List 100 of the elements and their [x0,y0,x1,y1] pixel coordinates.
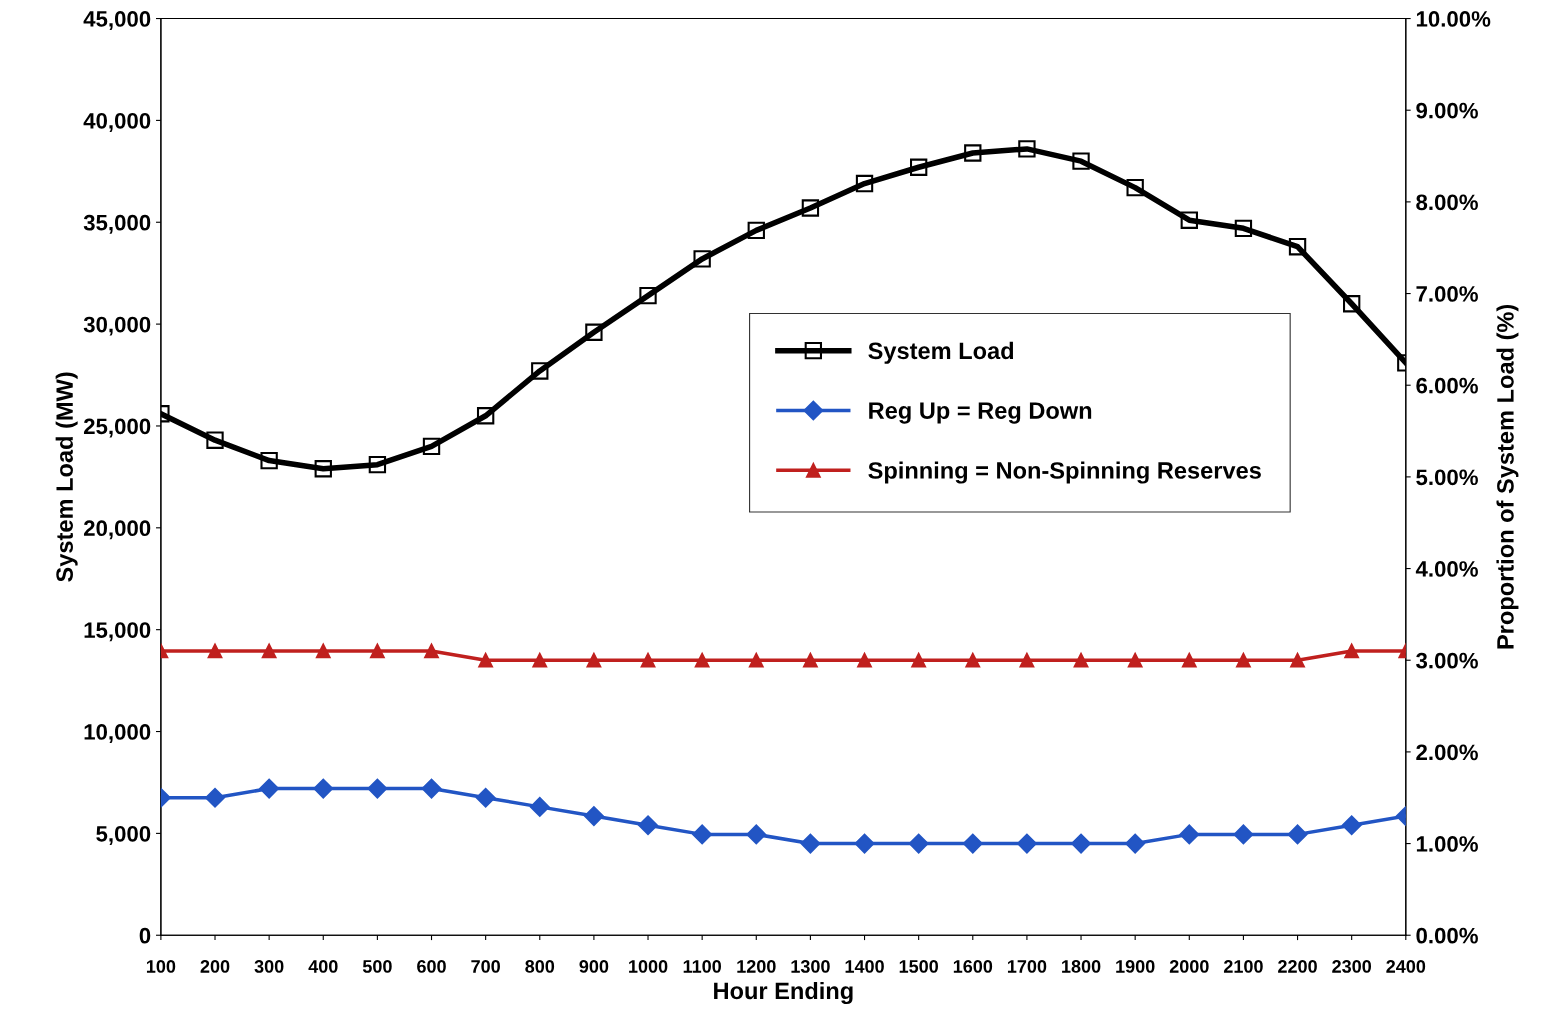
legend-label: Reg Up = Reg Down [869,402,1092,424]
point [693,250,711,268]
point [531,362,549,380]
point [207,643,223,659]
point [586,652,602,668]
point [639,286,657,305]
x-tick-label: 900 [579,960,609,973]
x-axis-title: Hour Ending [714,981,853,1005]
x-tick-label: 1000 [629,960,668,973]
point [1341,815,1362,836]
point [857,652,872,668]
legend-label: Spinning = Non-Spinning Reserves [868,461,1261,484]
x-tick-label: 1100 [683,960,721,973]
legend-label: System Load [868,341,1014,364]
y2-tick-label: 7.00% [1416,286,1478,302]
x-tick-label: 1900 [1116,960,1155,973]
point [747,221,765,240]
point [748,652,764,668]
point [962,833,983,854]
y-tick-label: 20,000 [83,520,151,540]
point [368,455,387,474]
point [640,652,656,668]
point [1017,833,1037,854]
point [1125,833,1146,854]
point [315,643,331,659]
y2-tick-label: 0.00% [1416,927,1478,944]
x-tick-label: 2100 [1223,960,1263,973]
x-tick-label: 1700 [1007,960,1047,973]
point [1072,152,1090,170]
y2-tick-label: 9.00% [1416,102,1478,119]
point [1287,824,1308,845]
point [908,833,929,854]
point [1180,211,1198,229]
point [421,778,442,799]
x-tick-label: 500 [362,960,392,973]
point [259,778,280,799]
point [370,643,385,659]
point [1071,833,1091,854]
point [800,833,821,854]
point [1288,238,1307,256]
y2-tick-label: 4.00% [1415,561,1478,577]
point [261,643,277,659]
point [475,787,496,808]
point [585,323,603,341]
x-tick-label: 1800 [1062,960,1101,973]
x-tick-label: 2400 [1386,960,1426,973]
point [206,431,224,449]
y-tick-label: 40,000 [83,112,151,132]
y2-tick-label: 1.00% [1416,836,1478,852]
point [529,797,550,817]
x-tick-label: 600 [417,960,446,973]
y-tick-label: 15,000 [84,622,151,642]
y2-tick-label: 8.00% [1416,194,1478,211]
point [314,460,332,478]
point [1182,652,1197,668]
x-tick-label: 400 [308,960,338,973]
x-tick-label: 300 [254,960,284,973]
x-tick-label: 1400 [845,960,884,973]
point [476,407,495,425]
point [1126,178,1144,197]
y2-tick-label: 6.00% [1416,377,1478,394]
point [584,806,604,826]
y2-axis-title: Proportion of System Load (%) [1496,304,1519,649]
y-tick-label: 10,000 [84,724,151,744]
point [478,652,493,668]
point [532,652,548,668]
point [424,643,439,659]
point [801,199,820,217]
y-axis-title: System Load (MW) [55,372,78,582]
y2-tick-label: 10.00% [1416,11,1491,27]
point [1073,652,1089,668]
point [313,778,334,799]
point [1233,824,1254,845]
point [1179,824,1200,845]
point [855,174,874,193]
x-tick-label: 1300 [791,960,830,973]
point [1290,652,1305,668]
point [965,652,981,668]
x-tick-label: 200 [200,960,230,973]
y2-tick-label: 5.00% [1416,469,1478,486]
point [1344,643,1359,659]
point [694,652,710,668]
y2-tick-label: 2.00% [1416,744,1478,761]
x-tick-label: 800 [525,960,555,973]
point [422,437,441,456]
x-tick-label: 2000 [1169,960,1209,973]
x-tick-label: 700 [471,960,500,973]
x-tick-label: 1600 [953,960,993,973]
x-tick-label: 2300 [1332,960,1372,973]
y-tick-label: 5,000 [96,825,151,845]
x-tick-label: 100 [146,960,176,973]
point [1236,652,1251,668]
point [1234,219,1253,238]
point [1127,652,1143,668]
y-tick-label: 35,000 [83,214,151,234]
y-tick-label: 30,000 [83,316,151,336]
point [909,158,928,176]
point [205,787,225,808]
point [1342,295,1361,313]
point [854,833,875,854]
